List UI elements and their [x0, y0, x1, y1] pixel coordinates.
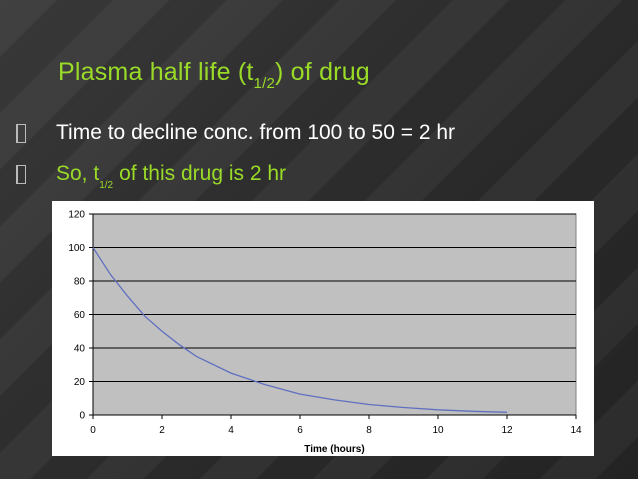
- x-tick-label: 2: [159, 425, 165, 436]
- x-tick-label: 4: [228, 425, 234, 436]
- bullet-subscript: 1/2: [99, 180, 114, 191]
- y-tick-label: 40: [74, 344, 86, 355]
- y-tick-label: 80: [74, 277, 86, 288]
- x-tick-label: 0: [90, 425, 96, 436]
- bullet-icon: [14, 165, 26, 184]
- y-tick-label: 100: [68, 243, 85, 254]
- bullet-text-2: So, t1/2of this drug is 2 hr: [56, 162, 287, 191]
- y-tick-label: 60: [74, 310, 86, 321]
- x-tick-label: 6: [297, 425, 303, 436]
- slide-title: Plasma half life (t1/2) of drug: [58, 58, 370, 92]
- x-axis-title: Time (hours): [304, 444, 364, 455]
- decay-chart: 0 20 40 60 80 100 120 0 2 4 6 8 10 12 14 Time (hours): [68, 210, 582, 456]
- bullet-icon: [14, 124, 26, 143]
- bullet-item-2: So, t1/2of this drug is 2 hr: [14, 162, 287, 191]
- y-tick-label: 20: [74, 377, 86, 388]
- x-tick-label: 8: [366, 425, 372, 436]
- series-line: [92, 247, 508, 413]
- x-tick-label: 12: [501, 425, 513, 436]
- bullet-item-1: Time to decline conc. from 100 to 50 = 2…: [14, 121, 455, 145]
- bullet-text-1: Time to decline conc. from 100 to 50 = 2…: [56, 121, 456, 144]
- title-subscript: 1/2: [253, 75, 275, 92]
- y-tick-label: 120: [68, 210, 85, 221]
- y-tick-label: 0: [79, 411, 85, 422]
- chart-container: 0 20 40 60 80 100 120 0 2 4 6 8 10 12 14 Time (hours): [52, 201, 594, 456]
- x-tick-label: 10: [432, 425, 444, 436]
- x-tick-label: 14: [570, 425, 582, 436]
